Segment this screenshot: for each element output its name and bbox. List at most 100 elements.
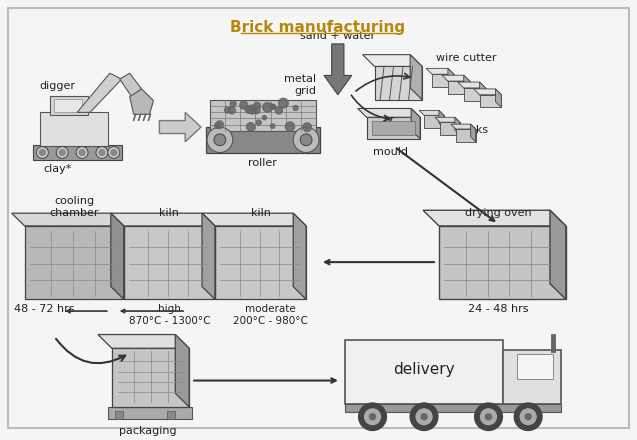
Polygon shape: [324, 44, 352, 95]
Bar: [345, 341, 503, 404]
Polygon shape: [455, 117, 460, 135]
Circle shape: [76, 147, 88, 158]
Polygon shape: [11, 213, 124, 226]
Polygon shape: [98, 334, 189, 348]
Polygon shape: [471, 124, 476, 142]
Polygon shape: [550, 210, 566, 299]
Circle shape: [271, 105, 276, 109]
Text: drying oven: drying oven: [465, 208, 532, 218]
Bar: [50, 96, 88, 115]
Circle shape: [230, 101, 236, 106]
Polygon shape: [410, 55, 422, 100]
Polygon shape: [456, 129, 476, 142]
Polygon shape: [124, 226, 215, 299]
Circle shape: [364, 409, 380, 425]
Text: wire cutter: wire cutter: [436, 53, 496, 63]
Bar: [54, 99, 82, 112]
Polygon shape: [435, 117, 460, 122]
Circle shape: [207, 127, 233, 153]
Circle shape: [514, 403, 542, 430]
Text: cooling
chamber: cooling chamber: [50, 197, 99, 218]
Text: roller: roller: [248, 158, 277, 169]
Circle shape: [216, 121, 224, 128]
Circle shape: [293, 106, 298, 110]
Bar: [32, 145, 122, 160]
Circle shape: [359, 403, 387, 430]
Polygon shape: [375, 66, 422, 100]
Text: digger: digger: [39, 81, 75, 91]
Polygon shape: [293, 213, 306, 299]
Bar: [503, 350, 561, 404]
Bar: [345, 404, 561, 412]
Polygon shape: [423, 210, 566, 226]
Polygon shape: [159, 112, 201, 142]
Bar: [108, 407, 192, 419]
Circle shape: [262, 116, 266, 120]
Circle shape: [480, 409, 496, 425]
Circle shape: [214, 134, 225, 146]
Circle shape: [421, 414, 427, 420]
Polygon shape: [111, 213, 215, 226]
Bar: [206, 127, 320, 153]
Circle shape: [252, 106, 260, 114]
Text: mould: mould: [373, 147, 408, 157]
Polygon shape: [440, 122, 460, 135]
Polygon shape: [357, 109, 420, 117]
Circle shape: [229, 107, 236, 114]
Circle shape: [215, 123, 220, 128]
Polygon shape: [362, 55, 422, 66]
Circle shape: [254, 102, 261, 109]
Polygon shape: [112, 348, 189, 407]
Text: moderate
200°C - 980°C: moderate 200°C - 980°C: [233, 304, 308, 326]
Text: Brick manufacturing: Brick manufacturing: [231, 20, 406, 35]
Circle shape: [256, 120, 261, 125]
Circle shape: [59, 150, 65, 155]
Polygon shape: [480, 82, 485, 101]
Text: kiln: kiln: [159, 208, 179, 218]
Polygon shape: [175, 334, 189, 407]
Text: 24 - 48 hrs: 24 - 48 hrs: [468, 304, 529, 314]
Circle shape: [245, 106, 252, 113]
Circle shape: [369, 414, 375, 420]
Circle shape: [39, 150, 45, 155]
Text: clay*: clay*: [43, 164, 71, 174]
Circle shape: [79, 150, 85, 155]
Circle shape: [56, 147, 68, 158]
Circle shape: [262, 103, 273, 112]
Polygon shape: [202, 213, 215, 299]
Bar: [210, 100, 316, 131]
Circle shape: [525, 414, 531, 420]
Polygon shape: [448, 81, 469, 94]
Polygon shape: [474, 89, 501, 95]
Polygon shape: [432, 74, 454, 87]
Bar: [115, 411, 123, 419]
Polygon shape: [412, 109, 420, 139]
Circle shape: [520, 409, 536, 425]
Circle shape: [300, 134, 312, 146]
Polygon shape: [215, 226, 306, 299]
Polygon shape: [202, 213, 306, 226]
Text: or: or: [383, 115, 395, 125]
Circle shape: [275, 107, 282, 114]
Circle shape: [293, 127, 319, 153]
Circle shape: [285, 122, 295, 131]
Circle shape: [36, 147, 48, 158]
Text: metal
grid: metal grid: [284, 74, 316, 96]
Circle shape: [248, 105, 257, 114]
Polygon shape: [130, 89, 154, 114]
Text: high
870°C - 1300°C: high 870°C - 1300°C: [129, 304, 210, 326]
Circle shape: [485, 414, 492, 420]
Polygon shape: [77, 73, 122, 112]
Polygon shape: [439, 226, 566, 299]
Polygon shape: [442, 75, 469, 81]
Circle shape: [475, 403, 503, 430]
Polygon shape: [25, 226, 124, 299]
Polygon shape: [120, 73, 141, 97]
Circle shape: [410, 403, 438, 430]
Circle shape: [278, 98, 289, 108]
Text: delivery: delivery: [393, 362, 455, 377]
Text: kiln: kiln: [250, 208, 271, 218]
Bar: [371, 121, 415, 135]
Circle shape: [240, 101, 248, 109]
Polygon shape: [111, 213, 124, 299]
